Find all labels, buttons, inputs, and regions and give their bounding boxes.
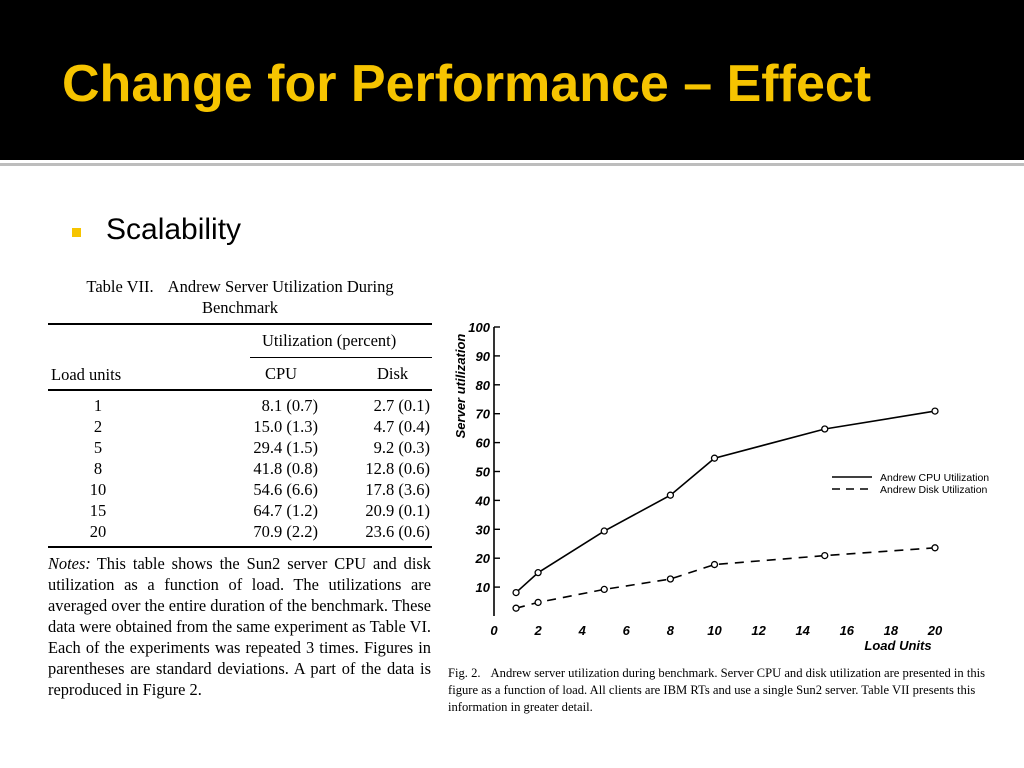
cpu-data-point	[666, 491, 675, 499]
disk-data-point	[534, 598, 542, 607]
cell-disk: 23.6 (0.6)	[365, 522, 430, 541]
table-row: 8 41.8 (0.8) 12.8 (0.6)	[48, 459, 432, 480]
table-caption-text: Andrew Server Utilization During Benchma…	[167, 277, 394, 317]
table-notes: Notes: This table shows the Sun2 server C…	[48, 553, 431, 700]
cell-cpu: 64.7 (1.2)	[253, 501, 318, 520]
y-tick-label: 90	[476, 349, 491, 364]
cell-disk: 9.2 (0.3)	[373, 438, 430, 457]
cell-disk: 12.8 (0.6)	[365, 459, 430, 478]
table-caption: Table VII. Andrew Server Utilization Duri…	[48, 276, 432, 318]
table-row: 20 70.9 (2.2) 23.6 (0.6)	[48, 522, 432, 543]
legend-label: Andrew CPU Utilization	[880, 472, 989, 484]
y-tick-label: 100	[468, 320, 490, 335]
cell-cpu: 8.1 (0.7)	[261, 396, 318, 415]
cpu-series-line	[515, 410, 936, 594]
cell-load: 1	[93, 396, 103, 415]
legend-label: Andrew Disk Utilization	[880, 484, 988, 496]
disk-data-point	[821, 551, 829, 560]
slide-title: Change for Performance – Effect	[62, 55, 872, 113]
disk-series-line	[515, 546, 936, 609]
cpu-data-point	[512, 588, 520, 597]
x-tick-label: 14	[795, 623, 810, 638]
x-tick-label: 4	[578, 623, 587, 638]
cpu-data-point	[821, 425, 829, 433]
cpu-data-point	[931, 407, 939, 415]
table-caption-id: Table VII.	[86, 277, 154, 296]
notes-text: This table shows the Sun2 server CPU and…	[48, 554, 431, 699]
disk-data-point	[512, 604, 520, 612]
disk-data-point	[600, 585, 608, 594]
x-tick-label: 20	[927, 623, 943, 638]
cell-load: 20	[89, 522, 107, 541]
table-header-rule	[48, 389, 432, 391]
bullet-square-icon	[72, 228, 81, 237]
x-tick-label: 12	[751, 623, 766, 638]
y-tick-label: 20	[475, 551, 491, 566]
disk-data-point	[931, 544, 939, 552]
y-tick-label: 40	[475, 493, 491, 508]
table-header-load: Load units	[51, 365, 122, 384]
cell-cpu: 54.6 (6.6)	[253, 480, 318, 499]
cell-load: 8	[93, 459, 103, 478]
x-tick-label: 10	[707, 623, 722, 638]
y-tick-label: 10	[476, 580, 491, 595]
table-group-header: Utilization (percent)	[262, 331, 397, 350]
cpu-data-point	[600, 527, 608, 535]
x-tick-label: 2	[533, 623, 542, 638]
x-tick-label: 16	[840, 623, 855, 638]
y-tick-label: 80	[476, 378, 491, 393]
cpu-data-point	[534, 568, 542, 577]
table-row: 2 15.0 (1.3) 4.7 (0.4)	[48, 417, 432, 438]
table-top-rule	[48, 323, 432, 325]
cell-load: 2	[93, 417, 103, 436]
x-tick-label: 18	[884, 623, 899, 638]
x-axis-label: Load Units	[864, 638, 931, 653]
cell-load: 5	[93, 438, 103, 457]
disk-data-point	[710, 560, 719, 569]
y-tick-label: 70	[476, 407, 491, 422]
header-divider	[0, 163, 1024, 166]
cpu-data-point	[710, 454, 719, 462]
table-row: 15 64.7 (1.2) 20.9 (0.1)	[48, 501, 432, 522]
cell-load: 15	[89, 501, 107, 520]
figure-caption-id: Fig. 2.	[448, 666, 481, 680]
y-axis-label: Server utilization	[453, 334, 468, 439]
cell-load: 10	[89, 480, 107, 499]
figure-caption: Fig. 2. Andrew server utilization during …	[448, 665, 1004, 716]
x-tick-label: 0	[490, 623, 498, 638]
cell-cpu: 70.9 (2.2)	[253, 522, 318, 541]
cell-cpu: 29.4 (1.5)	[253, 438, 318, 457]
bullet-text: Scalability	[106, 213, 242, 246]
slide-header: Change for Performance – Effect	[0, 0, 1024, 160]
cell-cpu: 15.0 (1.3)	[253, 417, 318, 436]
cell-cpu: 41.8 (0.8)	[253, 459, 318, 478]
y-tick-label: 60	[476, 436, 491, 451]
notes-label: Notes:	[48, 554, 91, 573]
table-header-disk: Disk	[377, 364, 409, 383]
disk-data-point	[666, 575, 675, 583]
cell-disk: 4.7 (0.4)	[373, 417, 430, 436]
table-row: 5 29.4 (1.5) 9.2 (0.3)	[48, 438, 432, 459]
table-bottom-rule	[48, 546, 432, 548]
cell-disk: 2.7 (0.1)	[373, 396, 430, 415]
table-row: 1 8.1 (0.7) 2.7 (0.1)	[48, 396, 432, 417]
cell-disk: 17.8 (3.6)	[365, 480, 430, 499]
cell-disk: 20.9 (0.1)	[365, 501, 430, 520]
figure-caption-text: Andrew server utilization during benchma…	[448, 666, 986, 714]
table-header-cpu: CPU	[265, 364, 298, 383]
x-tick-label: 8	[667, 623, 675, 638]
y-tick-label: 30	[476, 522, 491, 537]
table-row: 10 54.6 (6.6) 17.8 (3.6)	[48, 480, 432, 501]
table-sub-rule	[250, 357, 432, 358]
x-tick-label: 6	[623, 623, 631, 638]
y-tick-label: 50	[476, 465, 491, 480]
